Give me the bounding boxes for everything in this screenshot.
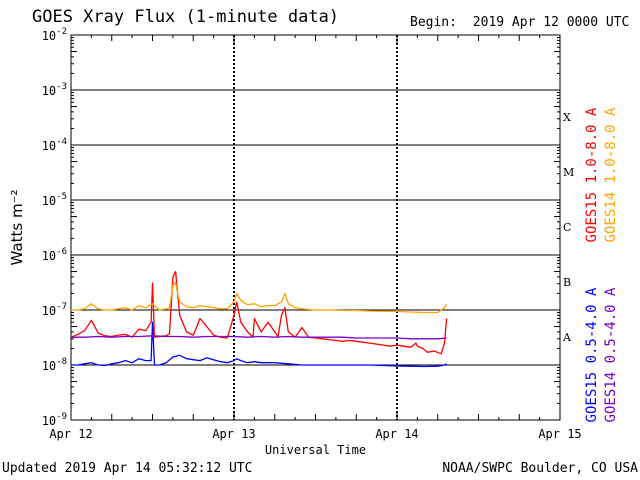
plot-frame — [70, 34, 561, 421]
y-tick-label: 10-5 — [42, 192, 67, 208]
x-axis-title: Universal Time — [265, 443, 366, 457]
series-line-3 — [71, 321, 447, 368]
flare-class-label: A — [562, 331, 572, 344]
series-line-4 — [71, 335, 447, 340]
flare-class-label: M — [563, 166, 574, 179]
y-tick-label: 10-4 — [42, 137, 67, 153]
updated-timestamp: Updated 2019 Apr 14 05:32:12 UTC — [2, 461, 253, 476]
legend-entry-4: GOES14 0.5-4.0 A — [603, 287, 619, 422]
x-tick-label: Apr 14 — [375, 427, 418, 441]
begin-date: 2019 Apr 12 0000 UTC — [472, 15, 630, 30]
x-tick-label: Apr 15 — [538, 427, 581, 441]
flare-class-label: C — [563, 221, 571, 234]
begin-label: Begin: 2019 Apr 12 0000 UTC — [410, 16, 629, 29]
flare-class-label: B — [563, 276, 571, 289]
legend-entry-2: GOES14 1.0-8.0 A — [603, 107, 619, 242]
series-line-1 — [70, 270, 448, 355]
y-tick-label: 10-9 — [42, 412, 67, 428]
y-tick-label: 10-8 — [42, 357, 67, 373]
x-tick-label: Apr 12 — [49, 427, 92, 441]
legend-entry-3: GOES15 0.5-4.0 A — [584, 287, 600, 422]
begin-label-text: Begin: — [410, 15, 457, 30]
chart-title: GOES Xray Flux (1-minute data) — [32, 7, 340, 27]
y-tick-label: 10-2 — [42, 27, 67, 43]
y-tick-label: 10-6 — [42, 247, 67, 263]
series-line-2 — [71, 281, 448, 314]
y-tick-label: 10-3 — [42, 82, 67, 98]
y-tick-label: 10-7 — [42, 302, 67, 318]
y-axis-title: Watts m⁻² — [8, 190, 26, 266]
flare-class-label: X — [563, 111, 571, 124]
credit-text: NOAA/SWPC Boulder, CO USA — [442, 461, 638, 476]
legend-entry-1: GOES15 1.0-8.0 A — [584, 107, 600, 242]
x-tick-label: Apr 13 — [212, 427, 255, 441]
